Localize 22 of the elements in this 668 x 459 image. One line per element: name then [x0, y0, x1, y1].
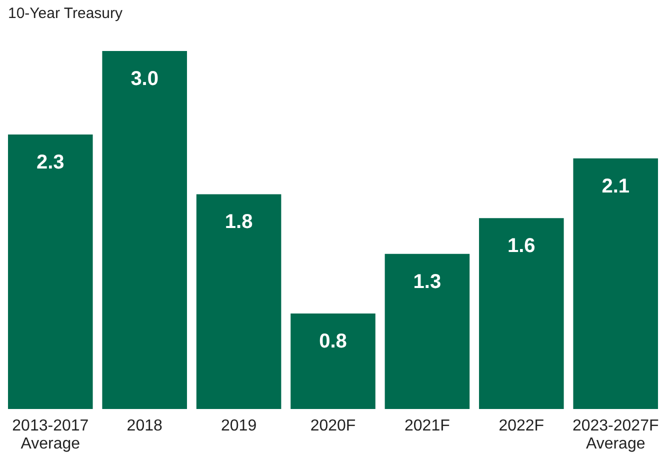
- data-label: 1.6: [508, 235, 536, 258]
- bar: [573, 158, 658, 409]
- data-label: 0.8: [319, 330, 347, 353]
- x-tick-label: 2020F: [310, 418, 356, 434]
- data-label: 2.1: [602, 175, 630, 198]
- data-label: 1.8: [224, 211, 253, 234]
- x-tick-label: 2018: [126, 418, 162, 434]
- x-tick-label: 2023-2027F Average: [572, 418, 659, 452]
- x-tick-label: 2021F: [404, 418, 450, 434]
- bar: [196, 194, 282, 409]
- bar: [102, 51, 187, 409]
- x-tick-label: 2019: [221, 418, 257, 434]
- chart-title: 10-Year Treasury: [8, 5, 124, 22]
- data-label: 1.3: [413, 270, 442, 293]
- data-label: 3.0: [130, 68, 158, 90]
- bar: [290, 314, 376, 409]
- x-tick-label: 2013-2017 Average: [12, 418, 89, 452]
- bar: [479, 218, 564, 409]
- bar: [8, 134, 93, 409]
- bar: [384, 254, 470, 409]
- data-label: 2.3: [36, 152, 64, 174]
- x-tick-label: 2022F: [498, 418, 544, 434]
